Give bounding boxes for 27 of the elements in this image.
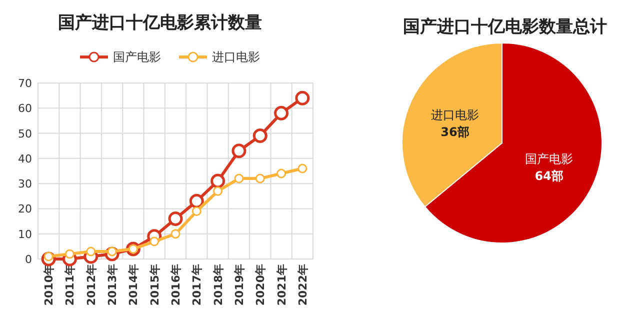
data-label: 36部	[440, 124, 470, 139]
chart-title: 国产进口十亿电影数量总计	[403, 17, 607, 37]
x-tick-label: 2020年	[254, 264, 268, 306]
chart-title: 国产进口十亿电影累计数量	[58, 13, 262, 33]
y-tick-label: 0	[25, 253, 32, 266]
slice-label: 进口电影	[430, 108, 479, 122]
y-tick-label: 50	[18, 127, 32, 140]
x-tick-label: 2017年	[190, 264, 204, 306]
x-tick-label: 2016年	[170, 264, 182, 306]
x-tick-label: 2014年	[127, 264, 140, 306]
legend-label: 国产电影	[113, 50, 161, 64]
y-tick-label: 40	[18, 152, 32, 166]
x-tick-label: 2022年	[296, 264, 310, 306]
x-tick-label: 2021年	[275, 264, 288, 306]
x-tick-label: 2018年	[212, 264, 225, 306]
x-tick-label: 2012年	[84, 264, 98, 306]
y-tick-label: 20	[18, 202, 32, 216]
legend-label: 进口电影	[212, 50, 260, 64]
y-tick-label: 70	[18, 77, 32, 90]
x-tick-label: 2013年	[106, 264, 120, 306]
y-tick-label: 30	[18, 178, 32, 191]
data-label: 64部	[534, 169, 564, 184]
y-tick-label: 10	[18, 228, 32, 241]
y-tick-label: 60	[18, 102, 32, 116]
x-tick-label: 2019年	[232, 264, 246, 306]
slice-label: 国产电影	[525, 152, 574, 166]
x-tick-label: 2015年	[148, 264, 162, 306]
